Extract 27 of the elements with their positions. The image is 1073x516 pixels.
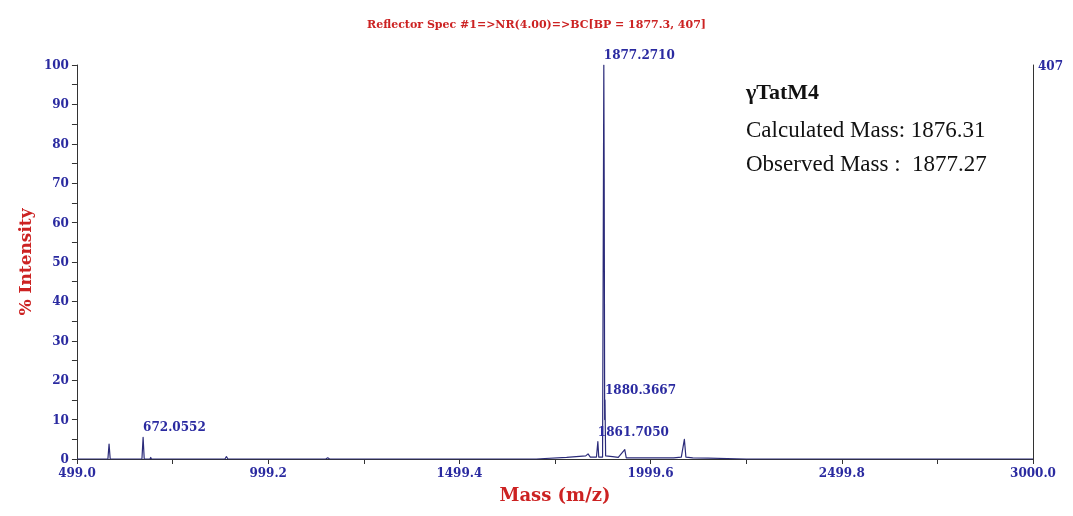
annotation: 1880.3667	[605, 382, 676, 397]
x-tick-label: 3000.0	[1010, 466, 1056, 480]
annotation: Observed Mass : 1877.27	[746, 151, 987, 176]
y-tick-label: 100	[43, 58, 69, 72]
x-tick-label: 1499.4	[436, 466, 483, 480]
x-axis-title: Mass (m/z)	[499, 483, 611, 505]
x-tick-label: 999.2	[249, 466, 287, 480]
annotation: 672.0552	[143, 420, 206, 435]
y-tick-label: 40	[52, 294, 69, 309]
y-tick-label: 80	[52, 136, 69, 151]
y-tick-label: 30	[52, 333, 69, 348]
y-tick-label: 70	[52, 176, 69, 191]
y-tick-label: 60	[52, 215, 69, 230]
x-tick-label: 499.0	[58, 466, 96, 480]
annotation: Calculated Mass: 1876.31	[746, 117, 986, 142]
y-axis-title: % Intensity	[14, 207, 35, 316]
annotation: 1877.2710	[603, 48, 675, 62]
y-tick-label: 90	[52, 97, 69, 112]
y-tick-label: 10	[52, 412, 69, 427]
annotation: γTatM4	[745, 78, 820, 104]
y-tick-label: 20	[52, 373, 69, 388]
x-tick-label: 1999.6	[627, 466, 674, 480]
text: 407	[1038, 59, 1064, 73]
chart-title: Reflector Spec #1=>NR(4.00)=>BC[BP = 1877.3, 407]	[366, 18, 707, 31]
y-tick-label: 0	[60, 452, 69, 466]
y-tick-label: 50	[52, 255, 69, 269]
x-tick-label: 2499.8	[818, 466, 865, 480]
